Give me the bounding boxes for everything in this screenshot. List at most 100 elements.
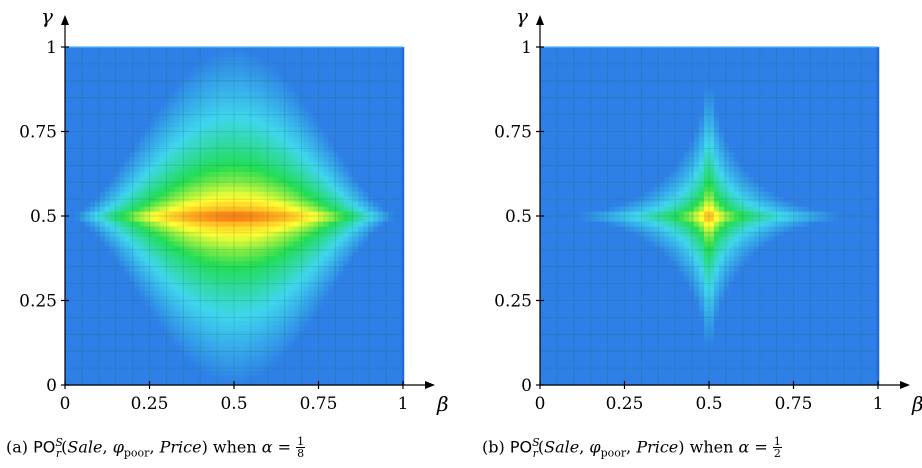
heatmap-cell: [114, 325, 121, 331]
heatmap-cell: [179, 71, 185, 78]
heatmap-cell: [308, 61, 315, 68]
heatmap-cell: [358, 270, 364, 277]
heatmap-cell: [343, 211, 349, 217]
heatmap-cell: [89, 56, 96, 63]
heatmap-cell: [393, 66, 399, 73]
heatmap-cell: [378, 350, 384, 356]
heatmap-cell: [179, 380, 185, 386]
heatmap-cell: [169, 380, 175, 386]
heatmap-cell: [293, 250, 300, 257]
heatmap-cell: [358, 66, 364, 73]
heatmap-cell: [149, 245, 156, 252]
heatmap-cell: [134, 345, 141, 351]
heatmap-cell: [154, 96, 161, 103]
heatmap-cell: [109, 275, 116, 282]
heatmap-cell: [234, 201, 240, 207]
heatmap-cell: [554, 290, 561, 297]
heatmap-cell: [189, 121, 195, 128]
heatmap-cell: [393, 335, 399, 341]
heatmap-cell: [373, 225, 379, 232]
heatmap-cell: [129, 355, 136, 361]
heatmap-cell: [84, 340, 91, 346]
heatmap-cell: [544, 211, 551, 217]
heatmap-cell: [94, 196, 101, 202]
heatmap-cell: [164, 370, 170, 376]
heatmap-cell: [99, 121, 106, 128]
heatmap-cell: [243, 216, 250, 222]
heatmap-cell: [124, 330, 131, 336]
heatmap-cell: [134, 151, 141, 157]
heatmap-cell: [159, 91, 166, 98]
heatmap-cell: [214, 265, 220, 272]
heatmap-cell: [363, 365, 369, 371]
heatmap-cell: [234, 121, 240, 128]
heatmap-cell: [263, 66, 270, 73]
heatmap-cell: [104, 96, 111, 103]
heatmap-cell: [263, 196, 270, 202]
heatmap-cell: [74, 320, 81, 326]
heatmap-cell: [164, 240, 170, 247]
heatmap-cell: [104, 121, 111, 128]
heatmap-cell: [278, 220, 285, 227]
heatmap-cell: [204, 66, 210, 73]
heatmap-cell: [189, 265, 195, 272]
heatmap-cell: [318, 181, 325, 187]
heatmap-cell: [283, 181, 290, 187]
heatmap-cell: [114, 141, 121, 148]
heatmap-cell: [549, 126, 556, 133]
heatmap-cell: [338, 141, 344, 148]
heatmap-cell: [308, 260, 315, 267]
heatmap-cell: [144, 47, 151, 53]
heatmap-cell: [79, 171, 86, 177]
heatmap-cell: [224, 176, 230, 182]
heatmap-cell: [204, 270, 210, 277]
heatmap-cell: [318, 101, 325, 108]
heatmap-cell: [263, 225, 270, 232]
heatmap-cell: [214, 206, 220, 212]
heatmap-cell: [89, 225, 96, 232]
heatmap-cell: [318, 360, 325, 366]
heatmap-cell: [159, 186, 166, 192]
heatmap-cell: [174, 56, 180, 63]
heatmap-cell: [179, 365, 185, 371]
heatmap-cell: [149, 121, 156, 128]
heatmap-cell: [199, 216, 205, 222]
heatmap-cell: [263, 211, 270, 217]
heatmap-cell: [154, 240, 161, 247]
heatmap-cell: [393, 230, 399, 237]
heatmap-cell: [313, 71, 320, 78]
heatmap-cell: [234, 211, 240, 217]
heatmap-cell: [149, 320, 156, 326]
heatmap-cell: [303, 355, 310, 361]
heatmap-cell: [363, 156, 369, 162]
heatmap-cell: [199, 56, 205, 63]
heatmap-cell: [273, 181, 280, 187]
heatmap-cell: [119, 126, 126, 133]
heatmap-cell: [79, 126, 86, 133]
heatmap-cell: [119, 47, 126, 53]
heatmap-cell: [343, 320, 349, 326]
heatmap-cell: [323, 66, 330, 73]
heatmap-cell: [378, 166, 384, 172]
heatmap-cell: [74, 360, 81, 366]
heatmap-cell: [179, 136, 185, 143]
heatmap-cell: [204, 225, 210, 232]
heatmap-cell: [238, 156, 245, 162]
heatmap-cell: [84, 47, 91, 53]
heatmap-cell: [209, 111, 215, 118]
heatmap-cell: [363, 360, 369, 366]
heatmap-cell: [358, 315, 364, 321]
heatmap-cell: [119, 146, 126, 152]
heatmap-cell: [313, 235, 320, 242]
heatmap-cell: [79, 201, 86, 207]
heatmap-cell: [144, 235, 151, 242]
heatmap-cell: [189, 230, 195, 237]
heatmap-cell: [119, 161, 126, 167]
heatmap-cell: [393, 330, 399, 336]
heatmap-cell: [288, 161, 295, 167]
heatmap-cell: [219, 360, 225, 366]
heatmap-cell: [179, 330, 185, 336]
heatmap-cell: [204, 116, 210, 123]
heatmap-cell: [69, 380, 76, 386]
heatmap-cell: [124, 111, 131, 118]
